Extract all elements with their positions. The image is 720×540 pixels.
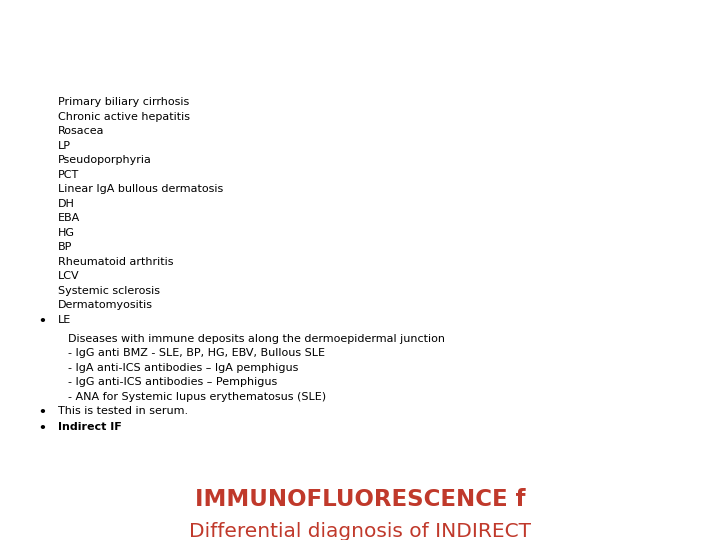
Text: IMMUNOFLUORESCENCE f: IMMUNOFLUORESCENCE f xyxy=(194,488,526,511)
Text: LCV: LCV xyxy=(58,271,80,281)
Text: - IgA anti-ICS antibodies – IgA pemphigus: - IgA anti-ICS antibodies – IgA pemphigu… xyxy=(68,362,298,373)
Text: Diseases with immune deposits along the dermoepidermal junction: Diseases with immune deposits along the … xyxy=(68,334,445,343)
Text: Indirect IF: Indirect IF xyxy=(58,422,122,432)
Text: - IgG anti BMZ - SLE, BP, HG, EBV, Bullous SLE: - IgG anti BMZ - SLE, BP, HG, EBV, Bullo… xyxy=(68,348,325,358)
Text: PCT: PCT xyxy=(58,170,79,180)
Text: - IgG anti-ICS antibodies – Pemphigus: - IgG anti-ICS antibodies – Pemphigus xyxy=(68,377,277,387)
Text: •: • xyxy=(38,406,46,419)
Text: - ANA for Systemic lupus erythematosus (SLE): - ANA for Systemic lupus erythematosus (… xyxy=(68,392,326,402)
Text: LE: LE xyxy=(58,315,71,325)
Text: Chronic active hepatitis: Chronic active hepatitis xyxy=(58,112,190,122)
Text: This is tested in serum.: This is tested in serum. xyxy=(58,406,188,416)
Text: Differential diagnosis of INDIRECT: Differential diagnosis of INDIRECT xyxy=(189,522,531,540)
Text: Rheumatoid arthritis: Rheumatoid arthritis xyxy=(58,256,174,267)
Text: EBA: EBA xyxy=(58,213,80,223)
Text: HG: HG xyxy=(58,228,75,238)
Text: DH: DH xyxy=(58,199,75,208)
Text: Systemic sclerosis: Systemic sclerosis xyxy=(58,286,160,296)
Text: Rosacea: Rosacea xyxy=(58,126,104,136)
Text: •: • xyxy=(38,315,46,328)
Text: LP: LP xyxy=(58,141,71,151)
Text: Pseudoporphyria: Pseudoporphyria xyxy=(58,155,152,165)
Text: •: • xyxy=(38,422,46,435)
Text: Dermatomyositis: Dermatomyositis xyxy=(58,300,153,310)
Text: BP: BP xyxy=(58,242,73,252)
Text: Linear IgA bullous dermatosis: Linear IgA bullous dermatosis xyxy=(58,184,223,194)
Text: Primary biliary cirrhosis: Primary biliary cirrhosis xyxy=(58,97,189,107)
